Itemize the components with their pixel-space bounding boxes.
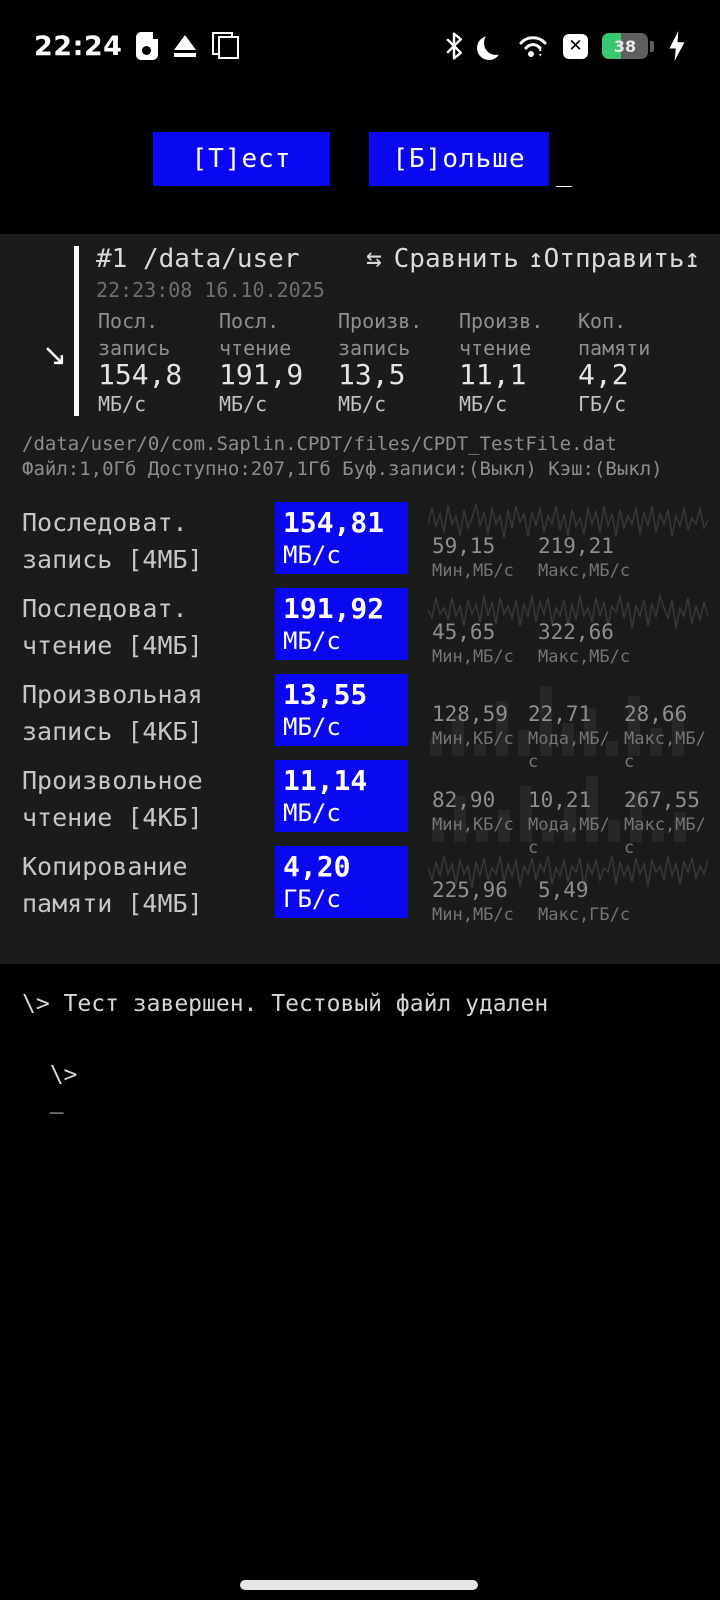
test-row-seq-write: Последоват. запись [4МБ] 154,81 МБ/с 59,… [0,502,720,588]
metric-header: Коп. памяти [578,309,651,360]
test-row-rand-read: Произвольное чтение [4КБ] 11,14 МБ/с 82,… [0,760,720,858]
result-value-box: 154,81 МБ/с [275,502,408,574]
battery-percent: 38 [613,36,637,56]
test-options: Файл:1,0Гб Доступно:207,1Гб Буф.записи:(… [22,458,663,480]
metric-header: Произв. запись [338,309,423,360]
test-name: Последоват. запись [4МБ] [22,508,203,574]
battery-icon: 38 [602,33,654,59]
test-name: Произвольное чтение [4КБ] [22,766,203,832]
metric-header: Произв. чтение [459,309,544,360]
metric-value: 191,9 [219,358,304,391]
result-value: 154,81 [283,506,385,539]
result-value-box: 4,20 ГБ/с [275,846,408,918]
export-icon-left: ↥ [528,244,544,274]
eject-icon [172,33,198,59]
more-button[interactable]: [Б]ольше [369,132,549,186]
stat-max: 28,66 Макс,МБ/с [624,702,706,772]
test-row-mem-copy: Копирование памяти [4МБ] 4,20 ГБ/с 225,9… [0,846,720,932]
metric-unit: МБ/с [219,392,268,416]
test-name: Последоват. чтение [4МБ] [22,594,203,660]
stat-min: 225,96 Мин,МБ/с [432,878,514,925]
terminal-prompt: \> _ [22,1036,78,1114]
terminal-cursor: _ [49,1088,64,1114]
metric-unit: ГБ/с [578,392,627,416]
export-label: Отправить [543,244,685,274]
test-file-path: /data/user/0/com.Saplin.CPDT/files/CPDT_… [22,433,617,455]
result-value: 4,20 [283,850,351,883]
metric-unit: МБ/с [338,392,387,416]
status-bar: 22:24 ✕ 38 [0,22,720,70]
result-timestamp: 22:23:08 16.10.2025 [96,278,325,302]
metric-header: Посл. запись [98,309,171,360]
results-panel: ↘ #1 /data/user ⇆ Сравнить ↥ Отправить ↥… [0,234,720,964]
result-value: 11,14 [283,764,368,797]
stat-max: 322,66 Макс,МБ/с [538,620,631,667]
test-name: Произвольная запись [4КБ] [22,680,203,746]
stat-min: 59,15 Мин,МБ/с [432,534,514,581]
do-not-disturb-moon-icon [484,31,508,55]
metric-value: 154,8 [98,358,183,391]
stat-max: 219,21 Макс,МБ/с [538,534,631,581]
metric-value: 11,1 [459,358,527,391]
test-name: Копирование памяти [4МБ] [22,852,203,918]
wifi-icon [519,36,547,57]
export-button[interactable]: ↥ Отправить ↥ [528,244,700,274]
stat-max: 267,55 Макс,МБ/с [624,788,706,858]
compare-label: Сравнить [393,244,519,274]
no-sim-icon: ✕ [563,33,588,59]
result-value-box: 191,92 МБ/с [275,588,408,660]
metric-value: 4,2 [578,358,629,391]
result-value-box: 13,55 МБ/с [275,674,408,746]
test-row-rand-write: Произвольная запись [4КБ] 13,55 МБ/с 128… [0,674,720,772]
stat-mode: 22,71 Мода,МБ/с [528,702,610,772]
collapse-arrow-icon[interactable]: ↘ [42,338,68,373]
compare-button[interactable]: ⇆ Сравнить [366,244,519,274]
metric-unit: МБ/с [98,392,147,416]
charging-bolt-icon [669,31,685,61]
terminal-message: \> Тест завершен. Тестовый файл удален [22,991,549,1017]
result-unit: ГБ/с [283,885,341,913]
overlapping-windows-icon [212,32,240,60]
result-unit: МБ/с [283,541,341,569]
stat-min: 128,59 Мин,КБ/с [432,702,514,749]
result-value-box: 11,14 МБ/с [275,760,408,832]
bluetooth-icon [446,32,463,60]
clock: 22:24 [34,30,123,62]
result-unit: МБ/с [283,799,341,827]
metric-unit: МБ/с [459,392,508,416]
metric-value: 13,5 [338,358,406,391]
text-cursor: _ [556,158,572,188]
stat-max: 5,49 Макс,ГБ/с [538,878,631,925]
export-icon-right: ↥ [684,244,701,274]
stat-min: 82,90 Мин,КБ/с [432,788,514,835]
compare-icon: ⇆ [366,244,382,274]
result-value: 191,92 [283,592,385,625]
stat-mode: 10,21 Мода,МБ/с [528,788,610,858]
test-button[interactable]: [Т]ест [153,132,330,186]
stat-min: 45,65 Мин,МБ/с [432,620,514,667]
result-title: #1 /data/user [96,244,300,274]
test-row-seq-read: Последоват. чтение [4МБ] 191,92 МБ/с 45,… [0,588,720,674]
prompt-chars: \> [49,1062,78,1088]
screen-recorder-icon [136,32,161,60]
result-unit: МБ/с [283,713,341,741]
summary-left-bar [74,246,79,416]
metric-header: Посл. чтение [219,309,292,360]
result-unit: МБ/с [283,627,341,655]
gesture-navigation-pill[interactable] [240,1580,478,1590]
result-value: 13,55 [283,678,368,711]
